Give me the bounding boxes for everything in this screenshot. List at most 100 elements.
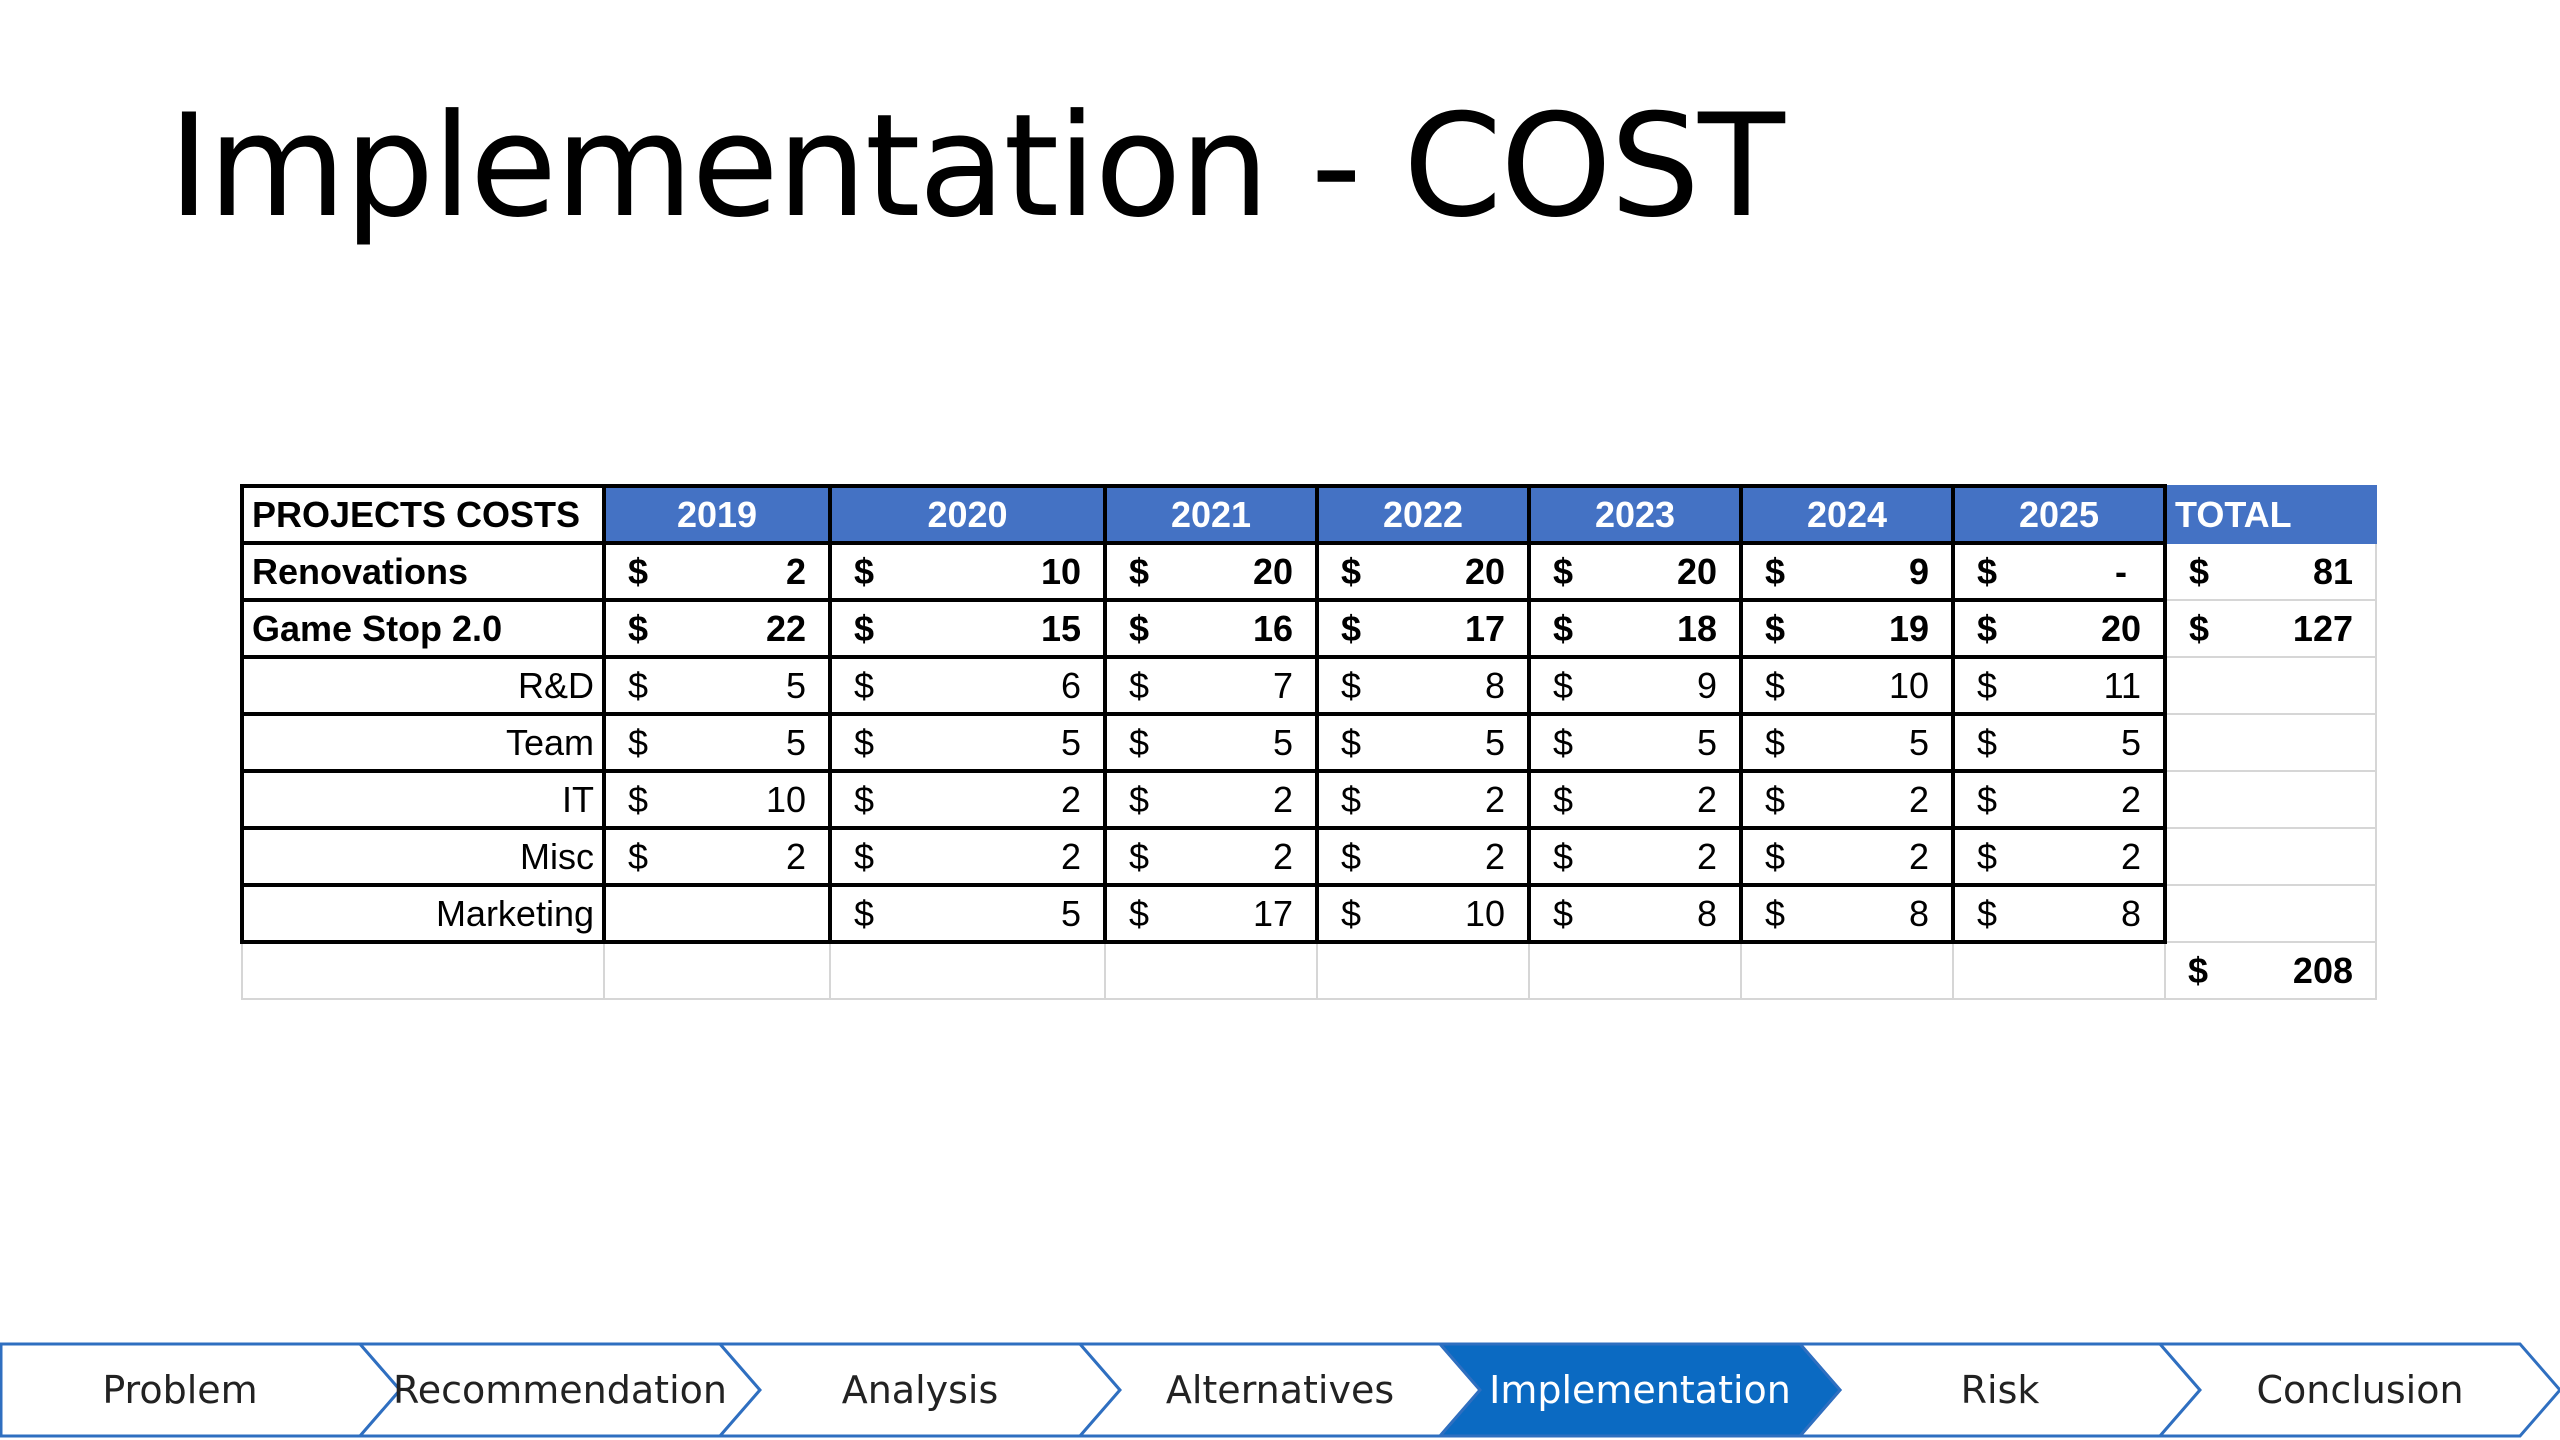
cost-value: 8 bbox=[2120, 892, 2141, 934]
cost-cell: $2 bbox=[1103, 826, 1319, 887]
currency-symbol: $ bbox=[1977, 664, 1998, 706]
grand-total-row: $208 bbox=[241, 941, 2377, 1000]
empty-cell bbox=[829, 941, 1106, 1000]
cost-cell: $5 bbox=[1315, 712, 1531, 773]
cost-cell: $9 bbox=[1527, 655, 1743, 716]
empty-cell bbox=[603, 941, 831, 1000]
currency-symbol: $ bbox=[1129, 664, 1150, 706]
cost-cell: $5 bbox=[828, 883, 1107, 944]
process-step-conclusion[interactable]: Conclusion bbox=[2256, 1368, 2464, 1412]
currency-symbol: $ bbox=[1129, 550, 1150, 592]
currency-symbol: $ bbox=[854, 892, 875, 934]
currency-symbol: $ bbox=[1765, 892, 1786, 934]
cost-value: 2 bbox=[1272, 778, 1293, 820]
process-step-shape[interactable] bbox=[1436, 1342, 1842, 1438]
currency-symbol: $ bbox=[1129, 607, 1150, 649]
table-row: Team $5 $5 $5 $5 $5 $5 $5 bbox=[240, 712, 2377, 773]
currency-symbol: $ bbox=[628, 778, 649, 820]
process-step-problem[interactable]: Problem bbox=[102, 1368, 258, 1412]
cost-value: 20 bbox=[2100, 607, 2141, 649]
cost-value: 5 bbox=[1484, 721, 1505, 763]
currency-symbol: $ bbox=[1341, 721, 1362, 763]
grand-total-cell: $208 bbox=[2164, 941, 2377, 1000]
cost-value: 5 bbox=[785, 664, 806, 706]
currency-symbol: $ bbox=[1341, 664, 1362, 706]
currency-symbol: $ bbox=[2189, 550, 2210, 592]
cost-value: 2 bbox=[2120, 778, 2141, 820]
currency-symbol: $ bbox=[1765, 835, 1786, 877]
cost-cell: $10 bbox=[828, 541, 1107, 602]
currency-symbol: $ bbox=[1977, 835, 1998, 877]
cost-cell: $2 bbox=[1527, 826, 1743, 887]
row-total bbox=[2164, 884, 2377, 943]
cost-cell: $5 bbox=[1739, 712, 1955, 773]
cost-value: 17 bbox=[1252, 892, 1293, 934]
cost-cell: $22 bbox=[602, 598, 832, 659]
total-header: TOTAL bbox=[2164, 485, 2377, 544]
cost-value: 9 bbox=[1696, 664, 1717, 706]
cost-cell: $20 bbox=[1315, 541, 1531, 602]
currency-symbol: $ bbox=[1977, 607, 1998, 649]
row-total bbox=[2164, 713, 2377, 772]
cost-value: 8 bbox=[1696, 892, 1717, 934]
cost-value: 5 bbox=[1060, 892, 1081, 934]
currency-symbol: $ bbox=[1129, 778, 1150, 820]
row-total: $81 bbox=[2164, 542, 2377, 601]
currency-symbol: $ bbox=[628, 721, 649, 763]
cost-cell: $2 bbox=[1951, 826, 2167, 887]
cost-cell: $8 bbox=[1527, 883, 1743, 944]
cost-value: 2 bbox=[1908, 835, 1929, 877]
currency-symbol: $ bbox=[1129, 721, 1150, 763]
empty-cell bbox=[1316, 941, 1530, 1000]
cost-cell: $15 bbox=[828, 598, 1107, 659]
process-step-recommendation[interactable]: Recommendation bbox=[393, 1368, 727, 1412]
currency-symbol: $ bbox=[1341, 550, 1362, 592]
cost-value: 2 bbox=[785, 550, 806, 592]
currency-symbol: $ bbox=[1765, 664, 1786, 706]
cost-value: 10 bbox=[765, 778, 806, 820]
cost-cell: $11 bbox=[1951, 655, 2167, 716]
process-step-analysis[interactable]: Analysis bbox=[841, 1368, 999, 1412]
currency-symbol: $ bbox=[854, 778, 875, 820]
cost-value: 6 bbox=[1060, 664, 1081, 706]
process-step-implementation[interactable]: Implementation bbox=[1489, 1368, 1791, 1412]
cost-cell: $18 bbox=[1527, 598, 1743, 659]
currency-symbol: $ bbox=[2188, 949, 2209, 991]
cost-cell: $17 bbox=[1315, 598, 1531, 659]
table-row: Renovations $2 $10 $20 $20 $20 $9 $ - $81 bbox=[240, 541, 2377, 602]
cost-cell: $5 bbox=[602, 712, 832, 773]
cost-cell: $2 bbox=[828, 769, 1107, 830]
currency-symbol: $ bbox=[1765, 607, 1786, 649]
empty-cell bbox=[241, 941, 605, 1000]
row-label: Renovations bbox=[240, 541, 606, 602]
cost-cell: $17 bbox=[1103, 883, 1319, 944]
cost-cell: $2 bbox=[602, 541, 832, 602]
cost-cell: $2 bbox=[1103, 769, 1319, 830]
cost-cell: $5 bbox=[1527, 712, 1743, 773]
process-step-risk[interactable]: Risk bbox=[1960, 1368, 2040, 1412]
process-bar: Problem Recommendation Analysis Alternative… bbox=[0, 1342, 2560, 1438]
cost-value: 17 bbox=[1464, 607, 1505, 649]
cost-value: 2 bbox=[1696, 778, 1717, 820]
cost-cell: $5 bbox=[828, 712, 1107, 773]
empty-cell bbox=[1740, 941, 1954, 1000]
currency-symbol: $ bbox=[628, 664, 649, 706]
cost-cell: $2 bbox=[1739, 769, 1955, 830]
cost-cell: $2 bbox=[1315, 826, 1531, 887]
cost-value: 8 bbox=[1908, 892, 1929, 934]
cost-cell: $2 bbox=[602, 826, 832, 887]
empty-cell bbox=[1104, 941, 1318, 1000]
currency-symbol: $ bbox=[1977, 550, 1998, 592]
cost-value: 10 bbox=[1464, 892, 1505, 934]
cost-value: 2 bbox=[1908, 778, 1929, 820]
cost-cell: $20 bbox=[1951, 598, 2167, 659]
process-step-shape[interactable] bbox=[2156, 1342, 2560, 1438]
cost-cell: $10 bbox=[1315, 883, 1531, 944]
cost-value: 20 bbox=[1676, 550, 1717, 592]
currency-symbol: $ bbox=[854, 664, 875, 706]
empty-cell bbox=[1528, 941, 1742, 1000]
cost-value: 22 bbox=[765, 607, 806, 649]
year-header: 2021 bbox=[1103, 484, 1319, 545]
currency-symbol: $ bbox=[854, 607, 875, 649]
process-step-alternatives[interactable]: Alternatives bbox=[1165, 1368, 1395, 1412]
